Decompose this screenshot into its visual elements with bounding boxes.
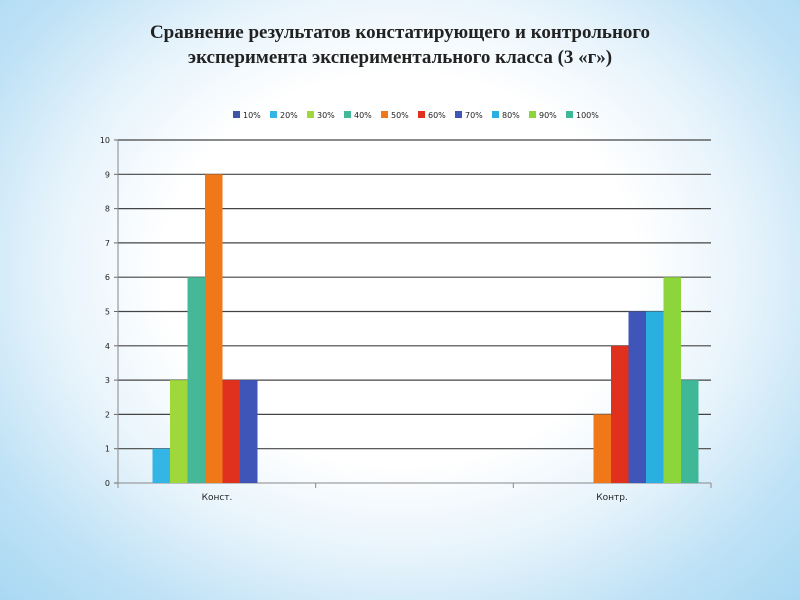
legend-swatch (529, 111, 536, 118)
y-tick-label: 5 (105, 308, 110, 317)
legend-label: 100% (576, 111, 599, 120)
bar-70pct-2 (628, 311, 646, 483)
legend-label: 40% (354, 111, 372, 120)
bar-50pct-1 (205, 174, 223, 484)
y-tick-label: 9 (105, 170, 110, 179)
legend-label: 80% (502, 111, 520, 120)
legend-swatch (270, 111, 277, 118)
y-tick-label: 2 (105, 410, 110, 419)
bar-20pct-1 (152, 448, 170, 483)
y-tick-label: 8 (105, 205, 110, 214)
y-tick-label: 10 (100, 136, 110, 145)
y-tick-label: 1 (105, 445, 110, 454)
y-tick-label: 6 (105, 273, 110, 282)
bar-40pct-1 (187, 277, 205, 483)
legend-label: 90% (539, 111, 557, 120)
bar-60pct-2 (611, 345, 629, 483)
x-category-label: Контр. (596, 493, 628, 503)
bar-80pct-2 (646, 311, 664, 483)
legend-swatch (344, 111, 351, 118)
chart-title-line-2: эксперимента экспериментального класса (… (187, 47, 613, 68)
legend-label: 60% (428, 111, 446, 120)
chart-title: Сравнение результатов констатирующего и … (60, 20, 740, 70)
legend-swatch (566, 111, 573, 118)
bar-100pct-2 (681, 380, 699, 483)
x-category-label: Конст. (202, 493, 233, 503)
y-tick-label: 3 (105, 376, 110, 385)
y-tick-label: 7 (105, 239, 110, 248)
legend-swatch (233, 111, 240, 118)
legend-label: 70% (465, 111, 483, 120)
chart-title-line-1: Сравнение результатов констатирующего и … (149, 22, 651, 43)
bar-70pct-1 (240, 380, 258, 483)
legend-swatch (455, 111, 462, 118)
legend-label: 20% (280, 111, 298, 120)
legend-swatch (492, 111, 499, 118)
legend-label: 30% (317, 111, 335, 120)
legend-swatch (418, 111, 425, 118)
bar-90pct-2 (663, 277, 681, 483)
bar-30pct-1 (170, 380, 188, 483)
y-tick-label: 0 (105, 479, 110, 488)
bar-60pct-1 (222, 380, 240, 483)
legend-swatch (307, 111, 314, 118)
legend-label: 50% (391, 111, 409, 120)
bar-50pct-2 (593, 414, 611, 483)
legend-label: 10% (243, 111, 261, 120)
legend-swatch (381, 111, 388, 118)
y-tick-label: 4 (105, 342, 110, 351)
